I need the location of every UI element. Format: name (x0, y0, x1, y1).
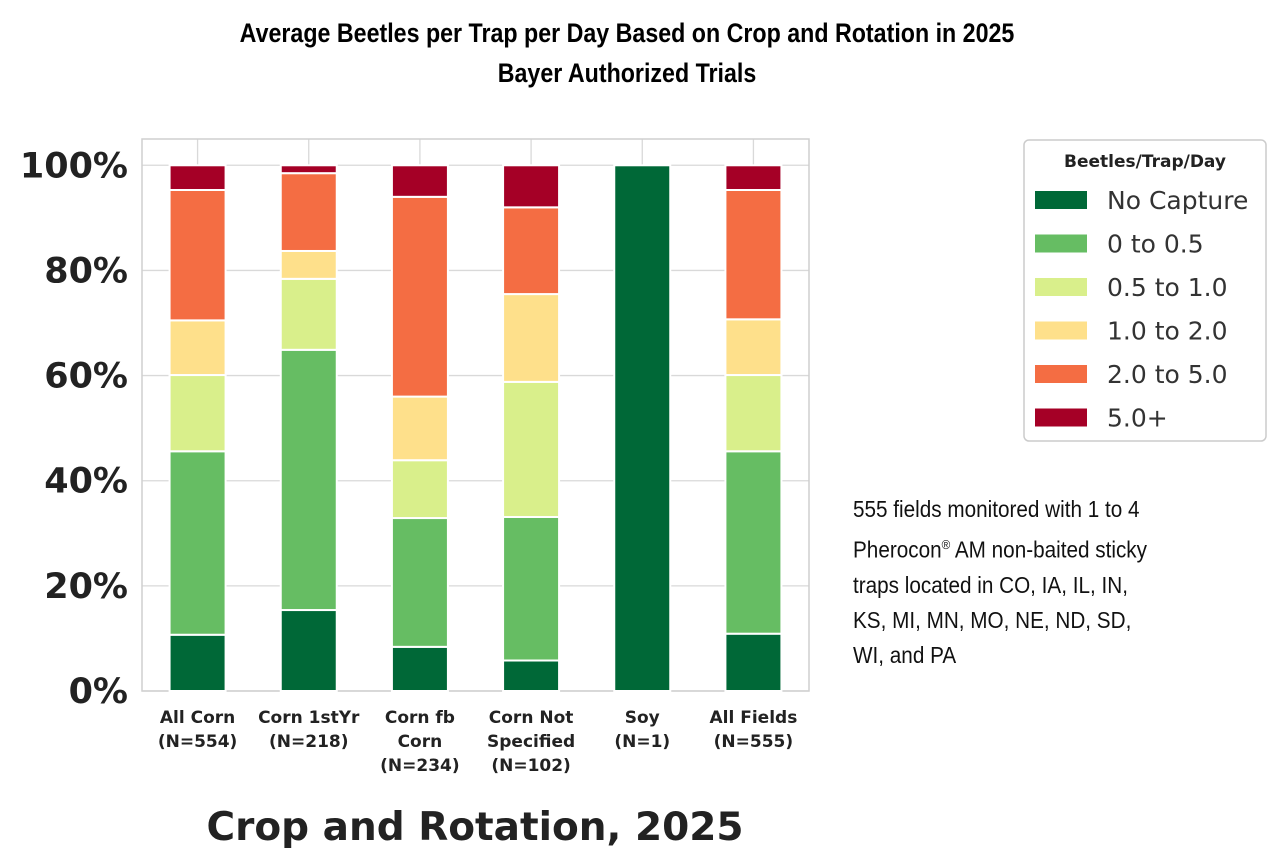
legend-label: No Capture (1107, 186, 1248, 215)
bar-segment (502, 206, 561, 296)
bar-segment (168, 450, 227, 636)
y-tick-label: 40% (44, 462, 128, 502)
bar-segment (168, 188, 227, 322)
x-tick-label: Corn Not (489, 708, 574, 728)
legend-swatch (1035, 191, 1087, 209)
x-axis-label: Crop and Rotation, 2025 (206, 805, 743, 850)
annotation-line: 555 fields monitored with 1 to 4 (853, 496, 1140, 522)
bar-segment (390, 395, 449, 462)
chart-title: Average Beetles per Trap per Day Based o… (239, 18, 1015, 48)
y-tick-label: 100% (20, 146, 128, 186)
bar-segment (279, 172, 338, 252)
bar-segment (390, 459, 449, 520)
x-tick-label: Specified (487, 732, 575, 752)
legend-swatch (1035, 365, 1087, 383)
bar-segment (390, 517, 449, 648)
x-tick-label: (N=554) (158, 732, 238, 752)
bar-segment (724, 318, 783, 377)
bar-segment (168, 374, 227, 453)
bar-segment (279, 249, 338, 280)
legend-swatch (1035, 408, 1087, 427)
legend-title: Beetles/Trap/Day (1064, 152, 1226, 172)
bar-segment (502, 515, 561, 662)
legend-label: 0.5 to 1.0 (1107, 273, 1228, 302)
bar-segment (390, 645, 449, 693)
x-tick-label: All Corn (160, 708, 235, 728)
x-tick-label: All Fields (710, 708, 798, 728)
legend-swatch (1035, 234, 1087, 253)
x-tick-label: (N=234) (380, 756, 460, 776)
bar-segment (724, 632, 783, 692)
x-tick-label: Corn 1stYr (258, 708, 360, 728)
legend-label: 2.0 to 5.0 (1107, 360, 1228, 389)
registered-mark: ® (941, 537, 951, 552)
bar-segment (168, 164, 227, 191)
y-tick-label: 20% (44, 567, 128, 607)
annotation-line: KS, MI, MN, MO, NE, ND, SD, (853, 606, 1132, 633)
x-tick-label: (N=218) (269, 732, 349, 752)
chart-subtitle: Bayer Authorized Trials (497, 58, 757, 88)
bar-segment (279, 609, 338, 692)
x-tick-label: (N=102) (491, 756, 571, 776)
bar-segment (724, 188, 783, 321)
y-tick-label: 60% (44, 357, 128, 397)
bar-segment (279, 164, 338, 175)
x-tick-label: (N=555) (714, 732, 794, 752)
x-tick-label: Corn (398, 732, 443, 752)
legend-swatch (1035, 278, 1087, 296)
bar-segment (390, 164, 449, 198)
bar-segment (279, 348, 338, 612)
y-tick-label: 0% (69, 672, 128, 712)
y-tick-label: 80% (44, 251, 128, 291)
bar-segment (724, 374, 783, 453)
bar-segment (279, 277, 338, 351)
annotation-line: WI, and PA (853, 641, 957, 668)
legend-label: 1.0 to 2.0 (1107, 317, 1228, 346)
annotation-text: 555 fields monitored with 1 to 4 Pheroco… (853, 492, 1231, 673)
x-tick-label: Soy (625, 708, 660, 728)
legend-swatch (1035, 321, 1087, 340)
annotation-part: AM non-baited sticky (950, 536, 1148, 563)
bar-segment (502, 164, 561, 209)
annotation-line: traps located in CO, IA, IL, IN, (853, 571, 1128, 598)
bar-segment (168, 319, 227, 377)
bar-segment (502, 659, 561, 692)
bar-segment (724, 164, 783, 191)
bar-segment (168, 633, 227, 693)
legend-label: 5.0+ (1107, 404, 1168, 433)
plot-frame (141, 138, 810, 692)
bar-segment (724, 450, 783, 635)
x-tick-label: (N=1) (614, 732, 670, 752)
bar-segment (502, 380, 561, 518)
x-tick-label: Corn fb (385, 708, 455, 728)
bar-segment (613, 164, 672, 693)
legend-label: 0 to 0.5 (1107, 230, 1204, 259)
annotation-part: Pherocon (853, 536, 942, 563)
bar-segment (390, 195, 449, 398)
bar-segment (502, 293, 561, 383)
annotation-line: Pherocon® AM non-baited sticky (853, 527, 1231, 568)
